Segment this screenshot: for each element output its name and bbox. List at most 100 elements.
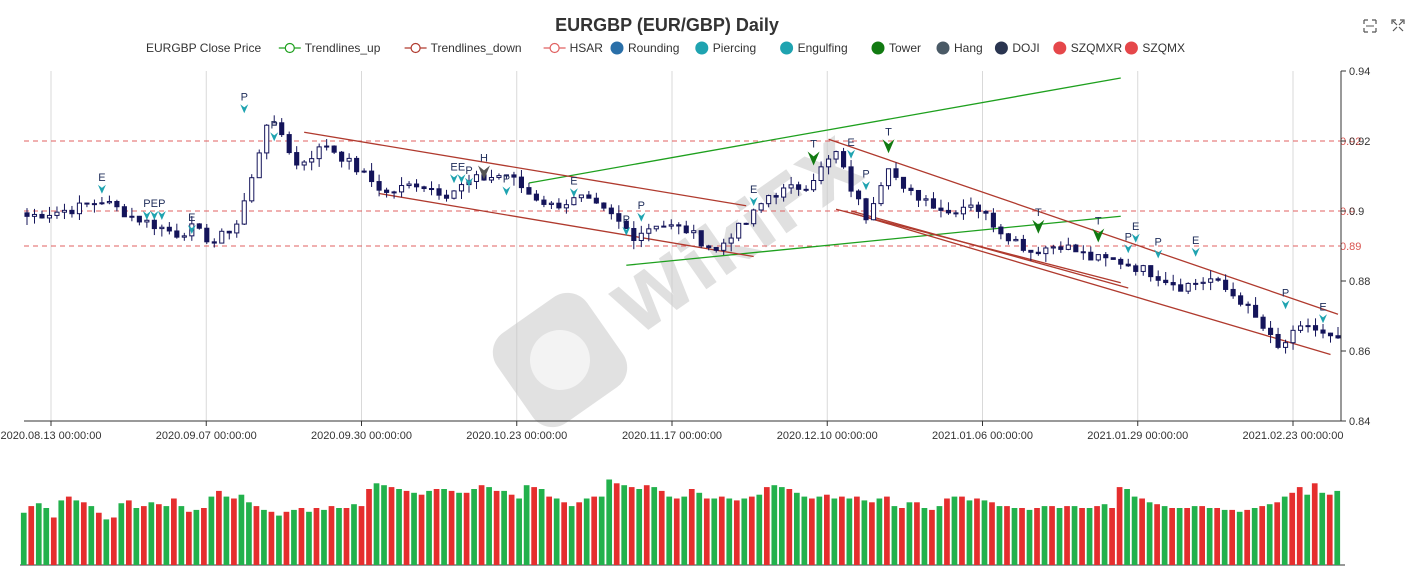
volume-bar [433, 489, 440, 565]
candle-body [556, 202, 562, 209]
pattern-marker: T [1032, 207, 1045, 234]
candle [1215, 276, 1221, 282]
y-tick-label: 0.94 [1349, 66, 1370, 78]
candle [39, 210, 45, 219]
pattern-marker: P [622, 214, 631, 236]
volume-bar [148, 502, 155, 565]
marker-label: P [1125, 231, 1132, 243]
candle [841, 147, 847, 169]
legend-circle-icon [284, 42, 295, 54]
marker-label: T [810, 139, 817, 151]
volume-bar [35, 503, 42, 565]
zoom-area-icon[interactable] [1362, 18, 1378, 34]
candle-body [1043, 247, 1049, 255]
pattern-marker: P [637, 200, 646, 222]
candle [848, 160, 854, 198]
candle-body [1058, 246, 1064, 250]
candle-body [174, 230, 180, 238]
restore-icon[interactable] [1390, 18, 1406, 34]
candle [653, 225, 659, 232]
volume-bar [1064, 506, 1070, 565]
volume-bar [1146, 502, 1153, 565]
marker-label: P [241, 91, 248, 103]
candle [533, 190, 539, 202]
pattern-marker: E [97, 172, 106, 194]
candle [601, 202, 607, 211]
candle-body [436, 188, 442, 196]
volume-bar [65, 496, 72, 565]
candle-body [1095, 254, 1101, 261]
volume-bar [1191, 506, 1198, 565]
volume-bar [1026, 509, 1033, 565]
candle-body [751, 209, 757, 225]
candle [61, 203, 68, 220]
x-tick-label: 2020.11.17 00:00:00 [622, 430, 722, 442]
legend-item: Hang [936, 41, 983, 55]
volume-bar [1319, 492, 1326, 565]
volume-bar [110, 517, 117, 565]
candle [586, 190, 592, 199]
candle [1275, 327, 1281, 350]
candle [668, 219, 674, 230]
candle [893, 162, 899, 181]
volume-bar [246, 502, 252, 565]
candle [616, 205, 622, 229]
candle-body [1155, 276, 1161, 281]
y-tick-label: 0.86 [1349, 346, 1370, 358]
candle [1073, 243, 1079, 253]
marker-arrow-icon [270, 132, 279, 142]
pattern-marker: P [1281, 287, 1290, 310]
volume-bar [43, 508, 50, 565]
pattern-marker: P [1124, 231, 1133, 254]
candle-body [900, 176, 907, 189]
candle-body [623, 220, 629, 230]
trendline-down [304, 131, 747, 207]
candle-body [593, 197, 599, 204]
chart-title: EURGBP (EUR/GBP) Daily [555, 15, 779, 35]
volume-bar [869, 502, 875, 565]
candle [990, 208, 996, 233]
candle-body [1050, 246, 1056, 249]
candle [556, 198, 562, 210]
marker-label: P [143, 198, 150, 210]
candle-body [975, 204, 981, 212]
volume-bar [501, 490, 507, 565]
candle [286, 131, 292, 155]
candle-body [1230, 288, 1236, 297]
candle-body [1268, 327, 1274, 335]
candle-body [1335, 335, 1341, 339]
volume-bar [1049, 506, 1055, 565]
marker-arrow-icon [569, 188, 578, 198]
pattern-marker: E [187, 212, 196, 234]
candle-body [256, 152, 262, 179]
legend-dot-icon [936, 41, 950, 55]
volume-bar [839, 496, 845, 565]
volume-bar [583, 498, 590, 565]
candle [870, 196, 877, 221]
candle [796, 181, 802, 196]
candle-body [279, 122, 285, 136]
volume-bar [989, 502, 995, 565]
candle-body [526, 187, 532, 195]
volume-bar [696, 492, 703, 565]
volume-bar [426, 490, 432, 565]
candle [451, 190, 457, 200]
candle-body [631, 228, 637, 241]
candle [1230, 282, 1236, 299]
candle-body [638, 232, 644, 241]
axes: 2020.08.13 00:00:00 2020.09.07 00:00:00 20… [1, 66, 1371, 442]
candle-body [818, 166, 824, 182]
candle-body [503, 174, 510, 177]
candle [833, 150, 839, 164]
candle-body [1253, 304, 1259, 318]
volume-bar [1101, 504, 1108, 565]
volume-bar [1274, 502, 1281, 565]
volume-bar [1056, 508, 1063, 565]
candle [1193, 278, 1199, 291]
legend-label: EURGBP Close Price [146, 41, 261, 55]
volume-bar [568, 506, 575, 565]
candle-body [766, 195, 772, 205]
candle [646, 223, 652, 242]
candle [698, 230, 704, 249]
candle-body [781, 187, 787, 198]
